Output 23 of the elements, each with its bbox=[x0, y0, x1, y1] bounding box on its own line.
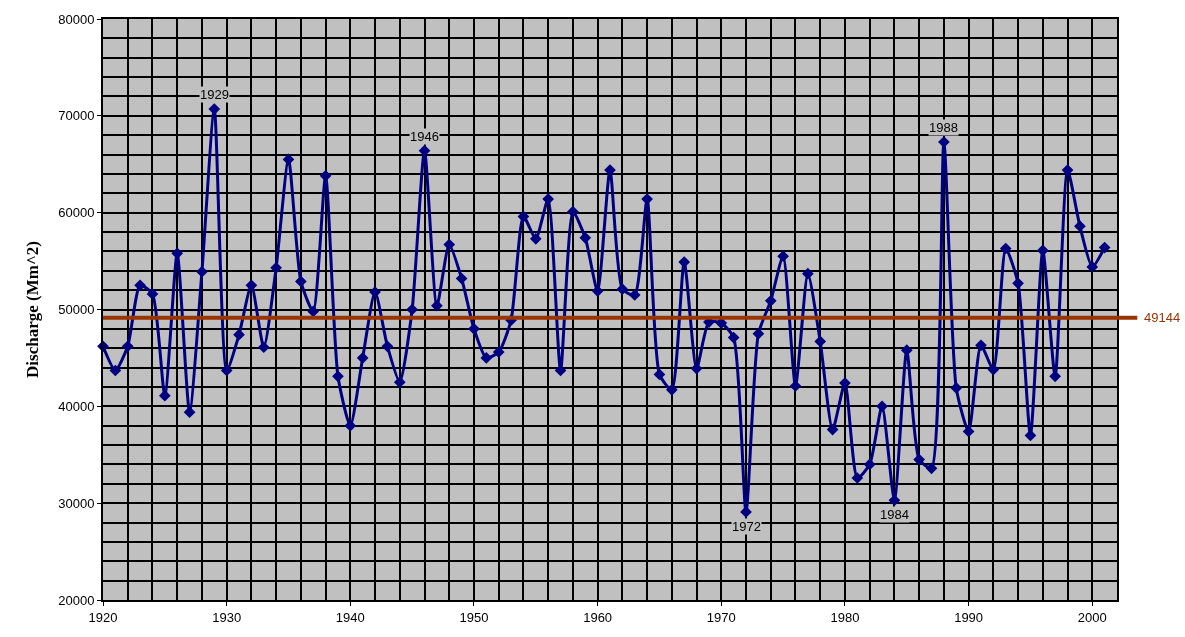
annotation: 1988 bbox=[929, 120, 958, 135]
x-tick-label: 1970 bbox=[706, 609, 736, 625]
y-tick-label: 30000 bbox=[58, 495, 95, 511]
annotation: 1984 bbox=[880, 507, 909, 522]
y-tick-label: 40000 bbox=[58, 398, 95, 414]
ref-line-label: 49144 bbox=[1144, 310, 1181, 325]
y-tick-label: 80000 bbox=[58, 11, 95, 27]
x-tick-label: 1930 bbox=[212, 609, 242, 625]
y-tick-label: 60000 bbox=[58, 205, 95, 221]
annotation: 1946 bbox=[410, 129, 439, 144]
annotation: 1972 bbox=[732, 519, 761, 534]
x-tick-label: 1950 bbox=[459, 609, 489, 625]
annotation: 1929 bbox=[200, 87, 229, 102]
x-tick-label: 1990 bbox=[954, 609, 984, 625]
y-tick-label: 70000 bbox=[58, 108, 95, 124]
x-tick-label: 1920 bbox=[88, 609, 118, 625]
x-tick-label: 1940 bbox=[335, 609, 365, 625]
x-tick-label: 2000 bbox=[1077, 609, 1107, 625]
y-tick-label: 50000 bbox=[58, 302, 95, 318]
y-axis-title: Discharge (Mm^2) bbox=[23, 241, 43, 378]
x-tick-label: 1980 bbox=[830, 609, 860, 625]
x-tick-label: 1960 bbox=[583, 609, 613, 625]
y-tick-label: 20000 bbox=[58, 592, 95, 608]
